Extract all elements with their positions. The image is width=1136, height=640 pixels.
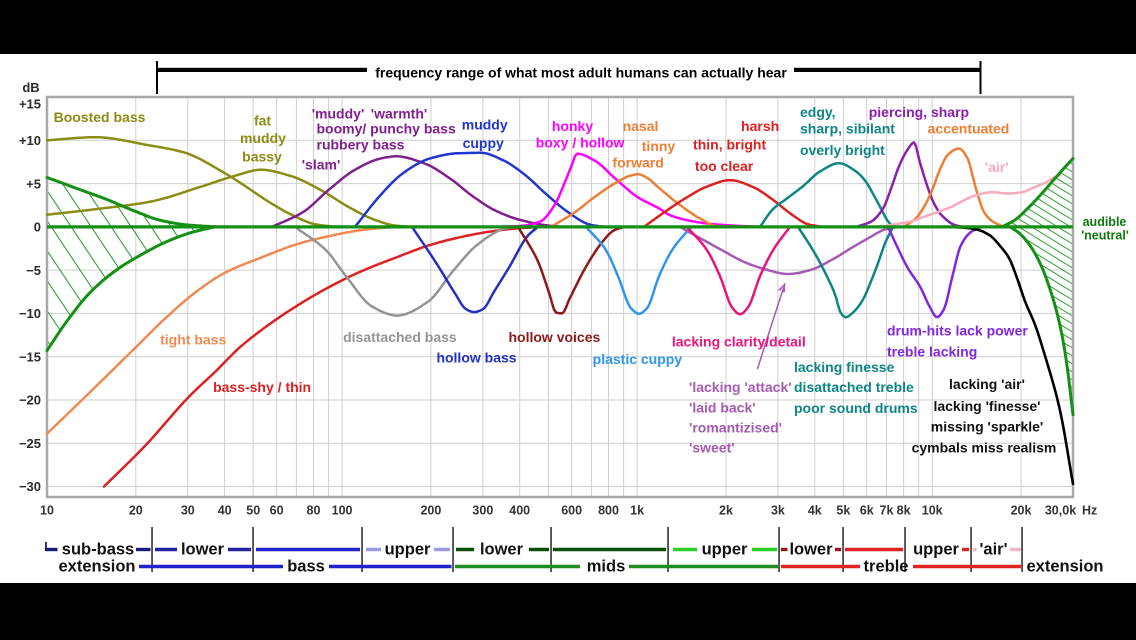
svg-text:nasal: nasal — [623, 118, 659, 134]
svg-text:−25: −25 — [19, 436, 41, 451]
svg-text:lacking clarity/detail: lacking clarity/detail — [672, 333, 806, 349]
svg-text:'air': 'air' — [979, 541, 1007, 559]
svg-text:6k: 6k — [860, 504, 874, 518]
svg-text:'laid back': 'laid back' — [689, 400, 756, 416]
svg-text:'warmth': 'warmth' — [371, 106, 427, 122]
svg-text:0: 0 — [34, 220, 41, 235]
svg-text:−20: −20 — [19, 393, 41, 408]
svg-text:400: 400 — [509, 504, 530, 518]
svg-text:disattached treble: disattached treble — [794, 379, 914, 395]
svg-text:−15: −15 — [19, 349, 41, 364]
svg-text:poor sound drums: poor sound drums — [794, 400, 918, 416]
svg-text:4k: 4k — [808, 504, 822, 518]
svg-text:1k: 1k — [630, 504, 644, 518]
svg-text:'air': 'air' — [985, 159, 1009, 175]
svg-text:+10: +10 — [19, 133, 41, 148]
svg-text:lacking 'finesse': lacking 'finesse' — [933, 398, 1040, 414]
svg-text:'muddy': 'muddy' — [312, 106, 365, 122]
svg-text:extension: extension — [1026, 558, 1103, 576]
svg-text:cuppy: cuppy — [463, 135, 504, 151]
svg-text:'romantizised': 'romantizised' — [689, 420, 782, 436]
svg-text:80: 80 — [307, 504, 321, 518]
svg-text:too clear: too clear — [695, 158, 754, 174]
svg-text:dB: dB — [22, 80, 39, 95]
svg-text:bass-shy / thin: bass-shy / thin — [213, 379, 311, 395]
svg-text:drum-hits lack power: drum-hits lack power — [887, 323, 1028, 339]
svg-text:'sweet': 'sweet' — [689, 440, 735, 456]
svg-text:60: 60 — [270, 504, 284, 518]
svg-text:2k: 2k — [719, 504, 733, 518]
svg-text:20k: 20k — [1011, 504, 1032, 518]
svg-text:bass: bass — [287, 558, 325, 576]
svg-text:10k: 10k — [922, 504, 943, 518]
svg-text:+5: +5 — [26, 176, 41, 191]
svg-text:20: 20 — [129, 504, 143, 518]
svg-text:'neutral': 'neutral' — [1081, 229, 1129, 243]
svg-text:'slam': 'slam' — [302, 156, 341, 172]
svg-text:overly bright: overly bright — [800, 142, 885, 158]
svg-text:30: 30 — [181, 504, 195, 518]
svg-text:edgy,: edgy, — [800, 104, 836, 120]
svg-text:audible: audible — [1083, 215, 1127, 229]
svg-text:plastic cuppy: plastic cuppy — [593, 351, 683, 367]
svg-text:treble lacking: treble lacking — [887, 344, 977, 360]
svg-text:5k: 5k — [836, 504, 850, 518]
svg-text:8k: 8k — [897, 504, 911, 518]
svg-text:tinny: tinny — [642, 138, 676, 154]
svg-text:Boosted bass: Boosted bass — [54, 109, 146, 125]
svg-text:lower: lower — [480, 541, 524, 559]
svg-text:muddy: muddy — [462, 117, 508, 133]
svg-text:piercing, sharp: piercing, sharp — [869, 104, 969, 120]
svg-text:upper: upper — [913, 541, 959, 559]
svg-text:+15: +15 — [19, 97, 41, 112]
svg-text:extension: extension — [58, 558, 135, 576]
svg-text:'lacking 'attack': 'lacking 'attack' — [689, 379, 792, 395]
svg-text:lower: lower — [789, 541, 833, 559]
svg-text:200: 200 — [420, 504, 441, 518]
svg-text:30,0k: 30,0k — [1045, 504, 1076, 518]
svg-text:bassy: bassy — [242, 149, 282, 165]
svg-text:lower: lower — [181, 541, 225, 559]
svg-text:800: 800 — [598, 504, 619, 518]
svg-text:boomy/ punchy bass: boomy/ punchy bass — [317, 120, 456, 136]
svg-text:10: 10 — [40, 504, 54, 518]
svg-text:7k: 7k — [880, 504, 894, 518]
svg-text:missing 'sparkle': missing 'sparkle' — [931, 418, 1044, 434]
svg-text:Hz: Hz — [1082, 504, 1097, 518]
svg-text:upper: upper — [702, 541, 748, 559]
svg-text:100: 100 — [332, 504, 353, 518]
svg-text:accentuated: accentuated — [928, 120, 1010, 136]
svg-text:boxy / hollow: boxy / hollow — [536, 135, 625, 151]
svg-text:rubbery bass: rubbery bass — [317, 136, 405, 152]
svg-text:hollow bass: hollow bass — [436, 350, 516, 366]
svg-text:treble: treble — [864, 558, 909, 576]
svg-text:lacking finesse: lacking finesse — [794, 359, 895, 375]
svg-text:tight bass: tight bass — [160, 332, 226, 348]
svg-text:disattached bass: disattached bass — [343, 329, 457, 345]
svg-text:lacking 'air': lacking 'air' — [949, 376, 1025, 392]
svg-text:harsh: harsh — [741, 118, 779, 134]
svg-text:thin, bright: thin, bright — [693, 137, 766, 153]
svg-text:cymbals miss realism: cymbals miss realism — [912, 440, 1057, 456]
svg-text:sharp, sibilant: sharp, sibilant — [800, 120, 895, 136]
svg-text:mids: mids — [587, 558, 626, 576]
svg-text:muddy: muddy — [240, 130, 286, 146]
svg-text:300: 300 — [472, 504, 493, 518]
svg-text:40: 40 — [218, 504, 232, 518]
svg-text:50: 50 — [246, 504, 260, 518]
svg-text:frequency range of what most a: frequency range of what most adult human… — [375, 65, 787, 81]
svg-text:upper: upper — [385, 541, 431, 559]
svg-text:honky: honky — [552, 118, 593, 134]
svg-text:−10: −10 — [19, 306, 41, 321]
svg-text:fat: fat — [254, 113, 271, 129]
svg-text:3k: 3k — [771, 504, 785, 518]
svg-text:−5: −5 — [26, 263, 41, 278]
svg-text:forward: forward — [612, 154, 663, 170]
svg-text:−30: −30 — [19, 479, 41, 494]
svg-text:hollow voices: hollow voices — [508, 329, 600, 345]
svg-text:sub-bass: sub-bass — [62, 541, 134, 559]
svg-text:600: 600 — [561, 504, 582, 518]
